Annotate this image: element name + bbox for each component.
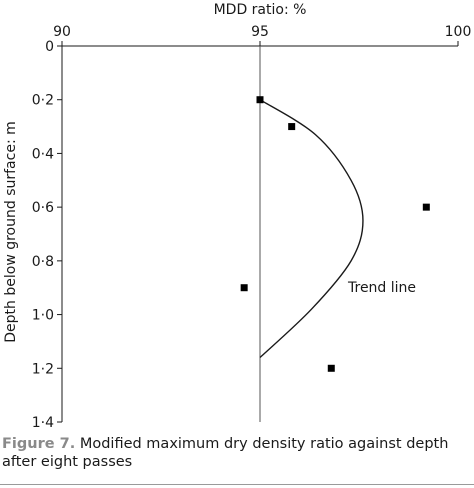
data-point xyxy=(422,203,430,211)
y-tick-label: 1·4 xyxy=(32,415,54,431)
data-point xyxy=(327,364,335,372)
y-tick-label: 1·2 xyxy=(32,361,54,377)
ticks: 90 95 100 0 0·2 0·4 0·6 0·8 1·0 1·2 1·4 xyxy=(32,24,472,431)
y-axis-label: Depth below ground surface: m xyxy=(3,121,19,342)
figure-caption: Figure 7. Modified maximum dry density r… xyxy=(2,435,470,471)
chart: 90 95 100 0 0·2 0·4 0·6 0·8 1·0 1·2 1·4 MDD ratio:… xyxy=(3,2,472,431)
x-tick-label: 100 xyxy=(445,24,472,40)
trend-line-label: Trend line xyxy=(347,280,416,296)
y-tick-label: 0·6 xyxy=(32,200,54,216)
x-axis-label: MDD ratio: % xyxy=(214,2,307,18)
y-tick-label: 0 xyxy=(45,39,54,55)
x-tick-label: 90 xyxy=(53,24,71,40)
caption-divider xyxy=(0,484,474,485)
data-point xyxy=(240,284,248,292)
data-point xyxy=(256,96,264,104)
caption-text: Modified maximum dry density ratio again… xyxy=(2,436,449,470)
y-tick-label: 0·2 xyxy=(32,93,54,109)
trend-line xyxy=(259,99,364,359)
y-tick-label: 0·4 xyxy=(32,146,54,162)
y-tick-label: 0·8 xyxy=(32,254,54,270)
x-tick-label: 95 xyxy=(251,24,269,40)
figure-label: Figure 7. xyxy=(2,436,76,452)
y-tick-label: 1·0 xyxy=(32,308,54,324)
data-point xyxy=(288,123,296,131)
marks xyxy=(240,46,430,422)
